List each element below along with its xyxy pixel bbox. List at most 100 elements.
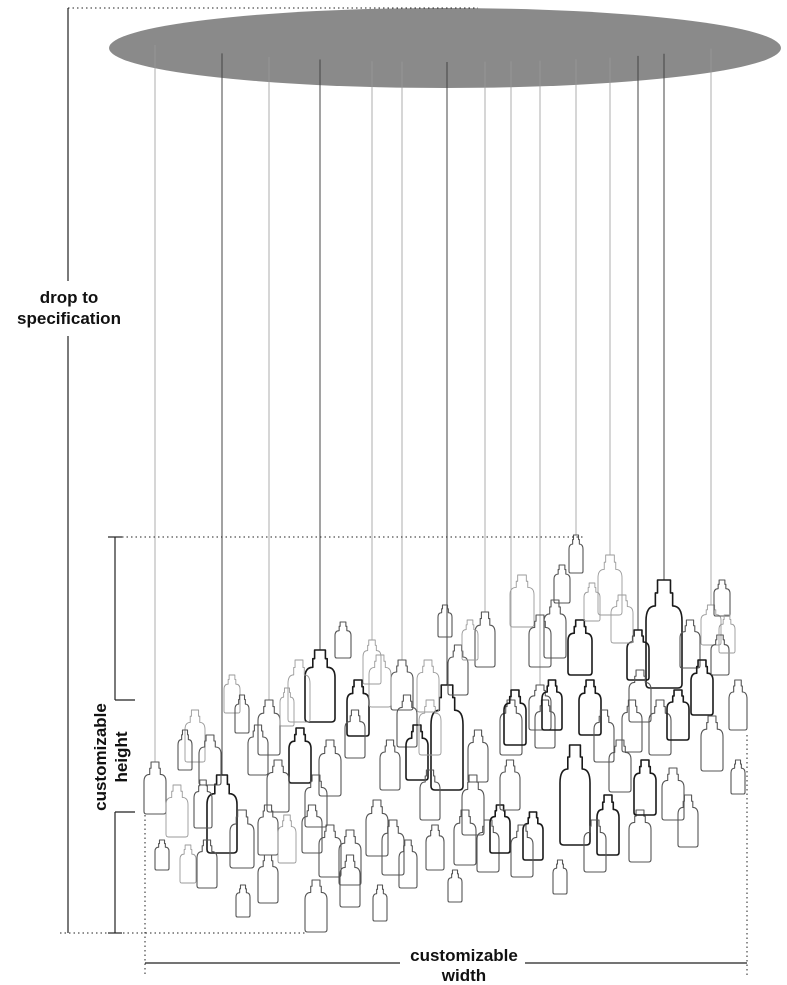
glass-bottle-icon [179, 844, 197, 884]
glass-bottle-icon [628, 669, 652, 723]
glass-bottle-icon [304, 774, 328, 828]
glass-bottle-icon [206, 774, 238, 854]
width-label-line1: customizable [410, 946, 518, 965]
height-label-line1: customizable [91, 703, 110, 811]
glass-bottle-icon [184, 709, 206, 763]
glass-bottle-icon [628, 809, 652, 863]
glass-bottle-icon [608, 739, 632, 793]
glass-bottle-icon [559, 744, 591, 846]
glass-bottle-icon [288, 727, 312, 784]
glass-bottle-icon [621, 699, 643, 753]
height-dimension [108, 536, 585, 934]
glass-bottle-icon [318, 739, 342, 797]
glass-bottle-icon [633, 759, 657, 816]
glass-bottle-icon [499, 699, 523, 756]
glass-bottle-icon [453, 809, 477, 866]
glass-bottle-icon [304, 649, 336, 723]
glass-bottle-icon [196, 839, 218, 889]
glass-bottle-icon [266, 759, 290, 813]
glass-bottle-icon [257, 804, 279, 856]
glass-bottle-icon [713, 579, 731, 617]
glass-bottle-icon [279, 687, 295, 727]
glass-bottle-icon [338, 829, 362, 886]
glass-bottle-icon [552, 859, 568, 895]
glass-bottle-icon [229, 809, 255, 869]
glass-bottle-icon [154, 839, 170, 871]
glass-bottle-icon [509, 574, 535, 628]
glass-bottle-icon [257, 854, 279, 904]
glass-bottle-icon [645, 579, 683, 689]
bottle-cluster [143, 534, 748, 933]
glass-bottle-icon [365, 799, 389, 857]
glass-bottle-icon [476, 819, 500, 873]
glass-bottle-icon [583, 582, 601, 622]
glass-bottle-icon [610, 594, 634, 644]
glass-bottle-icon [418, 699, 442, 756]
glass-bottle-icon [379, 739, 401, 791]
glass-bottle-icon [718, 614, 736, 654]
glass-bottle-icon [223, 674, 241, 714]
glass-bottle-icon [679, 619, 701, 669]
canopy-disc [109, 8, 781, 88]
glass-bottle-icon [700, 715, 724, 772]
glass-bottle-icon [193, 779, 213, 829]
glass-bottle-icon [396, 694, 418, 748]
glass-bottle-icon [416, 659, 440, 713]
height-label-line2: height [112, 731, 131, 782]
glass-bottle-icon [541, 679, 563, 731]
drop-dimension [60, 7, 478, 934]
glass-bottle-icon [730, 759, 746, 795]
glass-bottle-icon [257, 699, 281, 756]
glass-bottle-icon [661, 767, 685, 821]
glass-bottle-icon [339, 854, 361, 908]
glass-bottle-icon [165, 784, 189, 838]
glass-bottle-icon [235, 884, 251, 918]
glass-bottle-icon [346, 679, 370, 737]
glass-bottle-icon [425, 824, 445, 871]
glass-bottle-icon [344, 709, 366, 759]
width-label-line2: width [441, 966, 486, 985]
glass-bottle-icon [593, 709, 615, 763]
glass-bottle-icon [143, 761, 167, 815]
glass-bottle-icon [318, 824, 342, 878]
glass-bottle-icon [177, 729, 193, 771]
glass-bottle-icon [534, 699, 556, 749]
glass-bottle-icon [437, 604, 453, 638]
glass-bottle-icon [528, 614, 552, 668]
glass-bottle-icon [398, 839, 418, 889]
glass-bottle-icon [503, 689, 527, 746]
glass-bottle-icon [597, 554, 623, 616]
glass-bottle-icon [596, 794, 620, 856]
glass-bottle-icon [334, 621, 352, 659]
glass-bottle-icon [198, 734, 222, 786]
glass-bottle-icon [461, 619, 479, 661]
glass-bottle-icon [568, 534, 584, 574]
glass-bottle-icon [728, 679, 748, 731]
glass-bottle-icon [467, 729, 489, 783]
glass-bottle-icon [301, 804, 323, 854]
glass-bottle-icon [447, 869, 463, 903]
glass-bottle-icon [543, 599, 567, 659]
glass-bottle-icon [430, 684, 464, 791]
drop-label-line2: specification [17, 309, 121, 328]
glass-bottle-icon [567, 619, 593, 676]
glass-bottle-icon [304, 879, 328, 933]
suspension-cables [154, 45, 712, 775]
glass-bottle-icon [362, 639, 382, 685]
width-dimension [144, 735, 748, 975]
glass-bottle-icon [234, 694, 250, 734]
glass-bottle-icon [474, 611, 496, 668]
glass-bottle-icon [461, 774, 485, 836]
glass-bottle-icon [489, 804, 511, 854]
glass-bottle-icon [447, 644, 469, 696]
glass-bottle-icon [583, 819, 607, 873]
glass-bottle-icon [666, 689, 690, 741]
glass-bottle-icon [287, 659, 311, 723]
glass-bottle-icon [368, 654, 392, 708]
drop-label-line1: drop to [40, 288, 99, 307]
glass-bottle-icon [553, 564, 571, 604]
glass-bottle-icon [247, 724, 269, 776]
glass-bottle-icon [648, 699, 672, 756]
glass-bottle-icon [419, 769, 441, 821]
